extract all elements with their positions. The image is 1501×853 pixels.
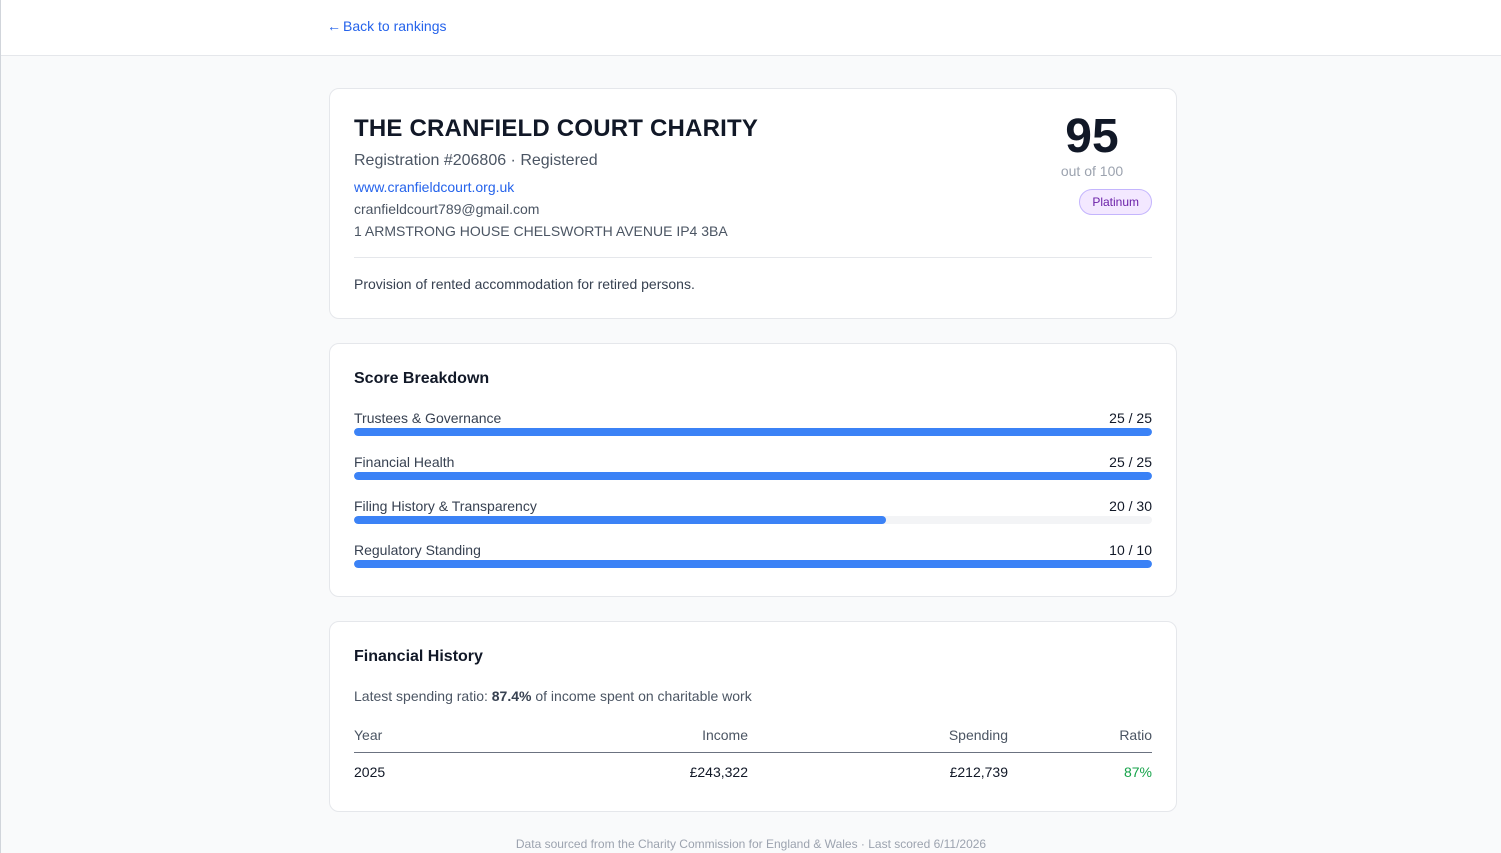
score-breakdown-title: Score Breakdown [354,370,490,387]
score-row-label: Trustees & Governance [354,410,502,426]
score-row-value: 10 / 10 [1109,542,1152,558]
data-source-footer: Data sourced from the Charity Commission… [515,837,987,851]
contact-email: cranfieldcourt789@gmail.com [354,201,540,217]
score-bar-fill [354,516,886,524]
cell-spending: £212,739 [949,764,1008,781]
score-row-filing-history: Filing History & Transparency 20 / 30 [354,498,1152,538]
score-row-label: Financial Health [354,454,455,470]
score-row-label: Filing History & Transparency [354,498,537,514]
column-header-ratio: Ratio [1008,718,1152,753]
financial-history-card: Financial History Latest spending ratio:… [329,621,1177,812]
column-header-spending: Spending [748,718,1008,753]
table-header-row: Year Income Spending Ratio [354,718,1152,753]
score-row-label: Regulatory Standing [354,542,481,558]
table-row: 2025 £243,322 £212,739 87% [354,752,1152,792]
score-row-value: 25 / 25 [1109,410,1152,426]
ratio-prefix: Latest spending ratio: [354,688,492,704]
postal-address: 1 ARMSTRONG HOUSE CHELSWORTH AVENUE IP4 … [354,223,728,239]
column-header-year: Year [354,718,514,753]
cell-year: 2025 [354,764,386,781]
ratio-value: 87.4% [491,688,532,704]
score-row-value: 25 / 25 [1109,454,1152,470]
score-bar-track [354,428,1152,436]
score-bar-fill [354,472,1152,480]
column-header-income: Income [514,718,748,753]
score-bar-track [354,472,1152,480]
financial-history-table: Year Income Spending Ratio 2025 £243,322… [354,718,1152,792]
back-link-label: Back to rankings [343,18,447,34]
score-breakdown-card: Score Breakdown Trustees & Governance 25… [329,343,1177,597]
score-row-trustees-governance: Trustees & Governance 25 / 25 [354,410,1152,450]
charity-name: THE CRANFIELD COURT CHARITY [354,115,759,142]
financial-history-title: Financial History [354,648,483,665]
ratio-suffix: of income spent on charitable work [531,688,752,704]
top-bar: ← Back to rankings [1,0,1501,56]
score-row-regulatory-standing: Regulatory Standing 10 / 10 [354,542,1152,582]
score-out-of: out of 100 [1060,163,1124,179]
arrow-left-icon: ← [327,18,341,34]
charity-profile-card: THE CRANFIELD COURT CHARITY Registration… [329,88,1177,319]
score-bar-fill [354,560,1152,568]
cell-income: £243,322 [689,764,748,781]
tier-badge: Platinum [1079,189,1152,215]
score-row-value: 20 / 30 [1109,498,1152,514]
charity-description: Provision of rented accommodation for re… [354,276,695,292]
score-row-financial-health: Financial Health 25 / 25 [354,454,1152,494]
back-to-rankings-link[interactable]: ← Back to rankings [327,18,447,34]
registration-status: Registration #206806 · Registered [354,152,598,169]
website-link[interactable]: www.cranfieldcourt.org.uk [354,179,515,195]
score-bar-fill [354,428,1152,436]
overall-score: 95 [1065,110,1119,163]
spending-ratio-summary: Latest spending ratio: 87.4% of income s… [354,688,752,704]
divider [354,257,1152,258]
score-bar-track [354,560,1152,568]
score-bar-track [354,516,1152,524]
cell-ratio: 87% [1123,764,1152,781]
